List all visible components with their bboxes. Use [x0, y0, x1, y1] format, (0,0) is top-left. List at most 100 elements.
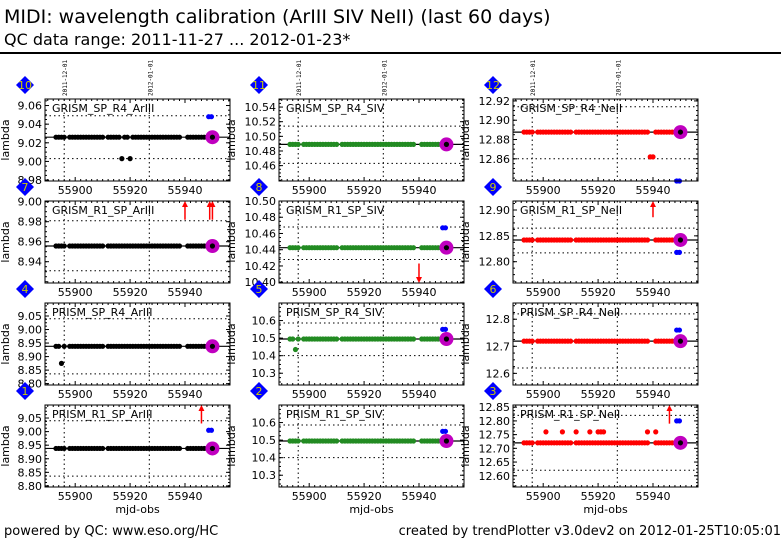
diamond-icon [16, 280, 34, 298]
y-tick-label: 12.85 [479, 401, 511, 414]
page-title: MIDI: wavelength calibration (ArIII SIV … [4, 6, 551, 28]
x-tick-label: 55920 [347, 490, 382, 503]
panel-title: PRISM_R1_SP_ArIII [52, 408, 153, 421]
plot-area [279, 303, 464, 385]
panel-number-badge[interactable]: 7 [16, 178, 34, 196]
panel-number-badge[interactable]: 6 [484, 280, 502, 298]
outlier-point [587, 429, 593, 435]
y-axis-label: lambda [225, 221, 238, 262]
latest-value-dot [677, 338, 684, 344]
y-tick-label: 9.00 [18, 196, 43, 209]
plot-frame [278, 302, 465, 386]
outlier-point [58, 360, 65, 366]
y-tick-label: 12.75 [479, 429, 511, 442]
y-tick-label: 9.02 [18, 137, 43, 150]
y-tick-label: 8.90 [18, 453, 43, 466]
panel-number: 1 [22, 385, 29, 398]
panel-number-badge[interactable]: 5 [250, 280, 268, 298]
data-point [529, 129, 535, 135]
data-point [61, 343, 67, 349]
y-tick-label: 12.60 [479, 470, 511, 483]
latest-value-dot [677, 129, 684, 135]
y-tick-label: 9.00 [18, 155, 43, 168]
data-point [295, 438, 301, 444]
panel-number: 12 [486, 79, 500, 92]
panel-title: GRISM_R1_SP_SIV [286, 204, 385, 217]
panel-number: 3 [490, 385, 497, 398]
panel-number-badge[interactable]: 12 [484, 76, 502, 94]
panel-number-badge[interactable]: 10 [16, 76, 34, 94]
reference-point [442, 428, 449, 434]
data-point [568, 440, 574, 446]
footer-created-by: created by trendPlotter v3.0dev2 on 2012… [398, 524, 781, 539]
panel-number-badge[interactable]: 11 [250, 76, 268, 94]
panel-number-badge[interactable]: 4 [16, 280, 34, 298]
outlier-point [127, 156, 133, 162]
panel-4: 55900 55920 559408.808.858.908.959.009.05l… [0, 280, 231, 401]
y-tick-label: 12.80 [479, 415, 511, 428]
x-tick-label: 55900 [292, 184, 327, 197]
data-point [61, 134, 67, 140]
panel-11: 2011-12-01 2012-01-01 55900 55920 55940 10.46… [225, 59, 465, 197]
x-tick-label: 55900 [58, 286, 93, 299]
y-axis-label: lambda [0, 323, 12, 364]
panel-title: PRISM_SP_R4_ArIII [52, 306, 153, 319]
x-tick-label: 55940 [167, 388, 202, 401]
y-tick-label: 10.44 [245, 244, 277, 257]
x-axis-label: mjd-obs [115, 503, 160, 516]
diamond-icon [484, 280, 502, 298]
y-tick-label: 8.98 [18, 216, 43, 229]
panel-number-badge[interactable]: 1 [16, 382, 34, 400]
y-tick-label: 10.54 [245, 101, 277, 114]
x-tick-label: 55920 [113, 490, 148, 503]
data-point [644, 338, 651, 344]
outlier-point [650, 154, 656, 160]
plot-area [513, 303, 698, 385]
diamond-icon [484, 178, 502, 196]
y-tick-label: 8.94 [18, 256, 43, 269]
y-tick-label: 12.8 [486, 313, 511, 326]
latest-value-dot [209, 134, 216, 140]
page-subtitle: QC data range: 2011-11-27 ... 2012-01-23… [4, 30, 351, 49]
panel-number: 11 [252, 79, 266, 92]
y-axis-label: lambda [459, 221, 472, 262]
data-point [176, 243, 183, 249]
panel-title: PRISM_SP_R4_NeII [520, 306, 620, 319]
data-point [56, 343, 62, 349]
y-axis-label: lambda [0, 119, 12, 160]
data-point [334, 245, 340, 251]
data-point [100, 243, 106, 249]
outlier-point [292, 346, 299, 353]
panel-1: 55900 55920 55940 8.808.858.908.959.009.05 l… [0, 382, 231, 516]
y-axis-label: lambda [225, 425, 238, 466]
data-point [334, 438, 340, 444]
x-tick-label: 55920 [581, 286, 616, 299]
x-tick-label: 55940 [401, 490, 436, 503]
arrow-up-icon [209, 201, 216, 207]
data-point [116, 134, 122, 140]
y-tick-label: 12.7 [486, 340, 511, 353]
panel-number-badge[interactable]: 3 [484, 382, 502, 400]
x-tick-label: 55940 [635, 286, 670, 299]
panel-number-badge[interactable]: 9 [484, 178, 502, 196]
data-point [100, 134, 106, 140]
y-tick-label: 8.80 [18, 480, 43, 493]
panel-number-badge[interactable]: 8 [250, 178, 268, 196]
y-axis-label: lambda [459, 323, 472, 364]
plot-area [513, 405, 698, 487]
y-tick-label: 12.86 [479, 153, 511, 166]
plot-frame [512, 302, 699, 386]
x-tick-label: 55920 [347, 388, 382, 401]
arrow-up-icon [649, 201, 656, 207]
plot-frame [44, 404, 231, 488]
data-point [410, 336, 417, 342]
panel-title: PRISM_R1_SP_SIV [286, 408, 383, 421]
data-point [529, 237, 535, 243]
data-point [61, 243, 67, 249]
x-tick-label: 55940 [401, 286, 436, 299]
plot-frame [512, 404, 699, 488]
panel-number-badge[interactable]: 2 [250, 382, 268, 400]
x-tick-label: 55900 [526, 184, 561, 197]
panel-3: 55900 55920 55940 12.6012.6512.7012.7512.80… [459, 382, 699, 516]
